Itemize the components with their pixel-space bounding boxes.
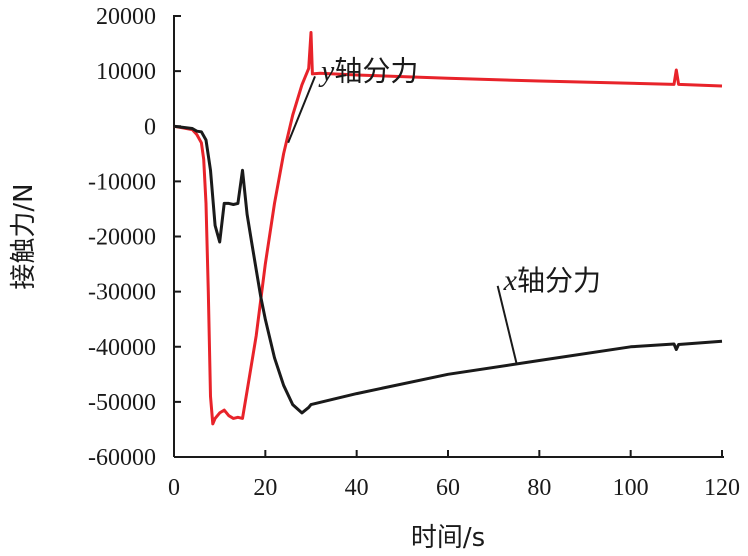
- y-tick-label: 10000: [96, 59, 156, 85]
- y-tick-label: 20000: [96, 4, 156, 30]
- annotation-leader: [496, 285, 518, 364]
- y-tick-label: -20000: [88, 225, 156, 251]
- x-tick-label: 0: [168, 475, 180, 501]
- x-tick-label: 120: [704, 475, 740, 501]
- x-tick-label: 40: [345, 475, 369, 501]
- x-tick-label: 80: [527, 475, 551, 501]
- series-layer: [173, 31, 723, 426]
- annotation-leader: [287, 75, 316, 144]
- annotations: y轴分力 x轴分力: [287, 54, 601, 364]
- x-axis-title: 时间/s: [411, 523, 485, 553]
- series-line-x: [173, 124, 723, 415]
- plot-area: 0 20 40 60 80 100 120 20000 10000 0 -10000 -20000 -3…: [88, 4, 740, 501]
- ticks: 0 20 40 60 80 100 120 20000 10000 0 -10000 -20000 -3…: [88, 4, 740, 501]
- y-tick-label: -60000: [88, 445, 156, 471]
- y-tick-label: -30000: [88, 280, 156, 306]
- y-tick-label: -40000: [88, 335, 156, 361]
- y-tick-label: 0: [144, 114, 156, 140]
- series-line-y: [173, 31, 723, 426]
- y-tick-label: -10000: [88, 169, 156, 195]
- series-annotation: y轴分力: [318, 54, 418, 87]
- series-annotation: x轴分力: [503, 264, 601, 297]
- y-tick-label: -50000: [88, 390, 156, 416]
- x-tick-label: 20: [253, 475, 277, 501]
- x-tick-label: 100: [613, 475, 649, 501]
- y-axis-title: 接触力/N: [9, 183, 39, 289]
- x-tick-label: 60: [436, 475, 460, 501]
